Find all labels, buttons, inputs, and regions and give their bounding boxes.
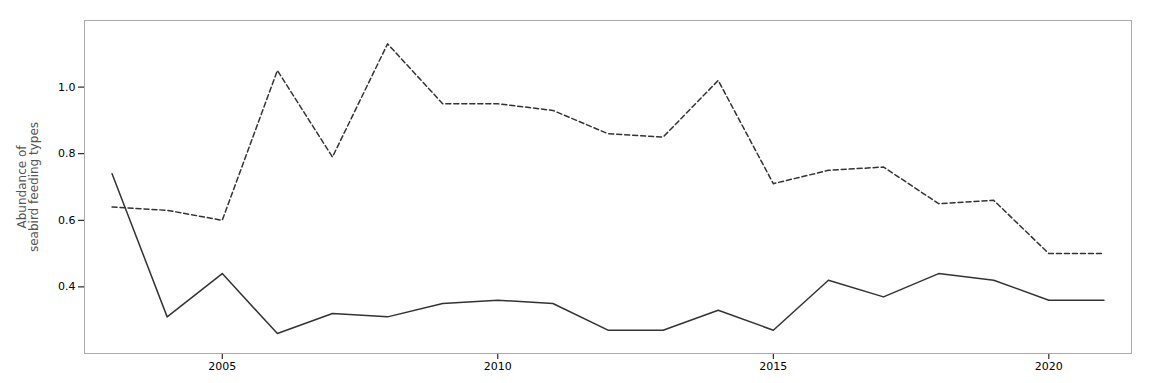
- svg-text:2010: 2010: [484, 360, 512, 373]
- svg-text:0.4: 0.4: [58, 280, 76, 293]
- svg-text:0.6: 0.6: [58, 214, 76, 227]
- svg-text:Abundance ofseabird feeding ty: Abundance ofseabird feeding types: [15, 122, 41, 252]
- svg-text:1.0: 1.0: [58, 81, 76, 94]
- svg-text:2005: 2005: [208, 360, 236, 373]
- svg-text:2020: 2020: [1035, 360, 1063, 373]
- svg-text:2015: 2015: [759, 360, 787, 373]
- svg-text:0.8: 0.8: [58, 147, 76, 160]
